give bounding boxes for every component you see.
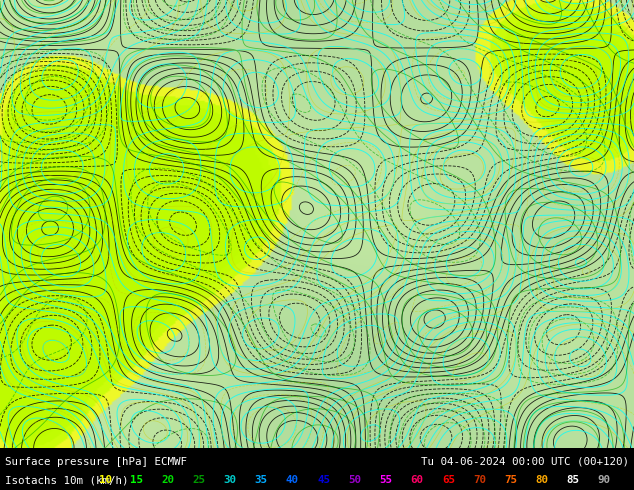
Text: 70: 70	[473, 475, 486, 485]
Text: Isotachs 10m (km/h): Isotachs 10m (km/h)	[5, 475, 135, 485]
Text: 55: 55	[379, 475, 392, 485]
Text: 65: 65	[442, 475, 455, 485]
Text: 30: 30	[223, 475, 236, 485]
Text: 75: 75	[504, 475, 517, 485]
Text: 15: 15	[130, 475, 143, 485]
Text: 25: 25	[192, 475, 205, 485]
Text: 90: 90	[598, 475, 611, 485]
Text: Surface pressure [hPa] ECMWF: Surface pressure [hPa] ECMWF	[5, 457, 187, 466]
Text: Tu 04-06-2024 00:00 UTC (00+120): Tu 04-06-2024 00:00 UTC (00+120)	[421, 457, 629, 466]
Text: 20: 20	[161, 475, 174, 485]
Text: 45: 45	[317, 475, 330, 485]
Text: 35: 35	[255, 475, 268, 485]
Text: 60: 60	[411, 475, 424, 485]
Text: 80: 80	[535, 475, 548, 485]
Text: 40: 40	[286, 475, 299, 485]
Text: 85: 85	[567, 475, 579, 485]
Text: 10: 10	[99, 475, 112, 485]
Text: 50: 50	[348, 475, 361, 485]
